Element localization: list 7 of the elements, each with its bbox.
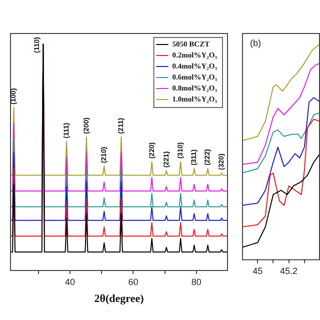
x-tick-label: 45 xyxy=(252,266,263,276)
x-tick-label: 45.2 xyxy=(280,266,298,276)
annotation: (b) xyxy=(250,38,261,48)
x-tick-label: 80 xyxy=(191,276,202,287)
x-tick-label: 40 xyxy=(65,276,76,287)
x-tick-label: 60 xyxy=(128,276,138,287)
x-axis-title: 2θ(degree) xyxy=(94,293,144,306)
